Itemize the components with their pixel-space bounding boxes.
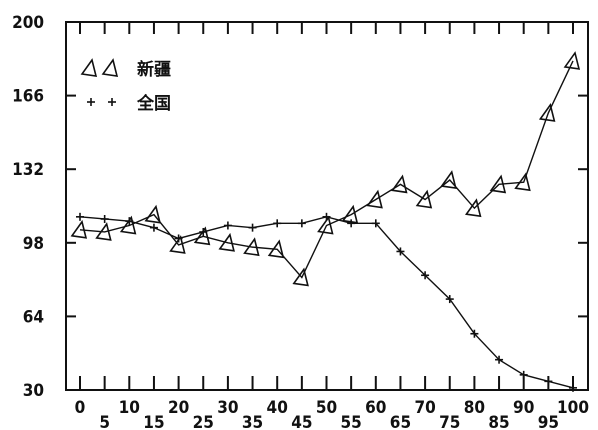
point-xinjiang-30 bbox=[218, 232, 235, 252]
y-tick-label-30: 30 bbox=[23, 381, 44, 401]
x-tick-label-70: 70 bbox=[414, 398, 435, 418]
x-tick-label-40: 40 bbox=[267, 398, 288, 418]
x-tick-label-25: 25 bbox=[193, 413, 214, 430]
point-national-45 bbox=[297, 219, 306, 228]
point-national-50 bbox=[322, 212, 331, 221]
legend-marker-xinjiang-1 bbox=[80, 58, 98, 77]
point-national-20 bbox=[174, 234, 183, 243]
x-tick-label-80: 80 bbox=[464, 398, 485, 418]
legend-label-national: 全国 bbox=[136, 93, 171, 114]
x-tick-label-85: 85 bbox=[488, 413, 509, 430]
x-tick-label-50: 50 bbox=[316, 398, 337, 418]
y-tick-label-132: 132 bbox=[12, 160, 44, 180]
x-tick-label-5: 5 bbox=[99, 413, 110, 430]
point-national-85 bbox=[495, 355, 504, 364]
point-national-55 bbox=[347, 219, 356, 228]
point-xinjiang-5 bbox=[95, 222, 112, 241]
point-national-15 bbox=[149, 223, 158, 232]
point-xinjiang-95 bbox=[538, 103, 556, 122]
x-tick-label-95: 95 bbox=[538, 413, 559, 430]
point-national-95 bbox=[544, 377, 553, 386]
point-national-65 bbox=[396, 247, 405, 256]
series-xinjiang bbox=[70, 51, 581, 287]
legend-entry-xinjiang: 新疆 bbox=[80, 58, 171, 80]
x-tick-label-10: 10 bbox=[119, 398, 140, 418]
point-xinjiang-50 bbox=[317, 215, 334, 235]
point-xinjiang-80 bbox=[464, 198, 482, 218]
point-national-80 bbox=[470, 329, 479, 338]
x-tick-label-20: 20 bbox=[168, 398, 189, 418]
point-national-35 bbox=[248, 223, 257, 232]
series-line-xinjiang bbox=[79, 60, 574, 279]
x-tick-label-45: 45 bbox=[291, 413, 312, 430]
legend: 新疆 全国 bbox=[80, 58, 171, 114]
x-tick-label-0: 0 bbox=[75, 398, 86, 418]
point-xinjiang-0 bbox=[70, 219, 88, 239]
x-tick-label-15: 15 bbox=[143, 413, 164, 430]
point-xinjiang-60 bbox=[366, 189, 383, 209]
y-tick-labels: 30 64 98 132 166 200 bbox=[12, 13, 44, 401]
y-tick-label-200: 200 bbox=[12, 13, 44, 33]
y-tick-label-166: 166 bbox=[12, 87, 44, 107]
point-national-40 bbox=[273, 219, 282, 228]
point-xinjiang-70 bbox=[415, 189, 433, 209]
series-national bbox=[76, 212, 577, 392]
point-national-90 bbox=[519, 370, 528, 379]
x-tick-label-60: 60 bbox=[365, 398, 386, 418]
point-xinjiang-45 bbox=[292, 267, 309, 287]
legend-marker-national-1 bbox=[87, 98, 95, 106]
point-xinjiang-35 bbox=[243, 237, 260, 257]
point-national-30 bbox=[223, 221, 232, 230]
point-national-60 bbox=[371, 219, 380, 228]
point-xinjiang-100 bbox=[563, 51, 581, 70]
y-tick-label-98: 98 bbox=[23, 234, 44, 254]
point-xinjiang-25 bbox=[193, 226, 211, 246]
point-xinjiang-75 bbox=[440, 170, 457, 189]
x-tick-labels: 05 10152025303540455055606570758085909510… bbox=[75, 398, 589, 430]
point-national-5 bbox=[100, 214, 109, 223]
point-xinjiang-10 bbox=[119, 215, 137, 235]
legend-entry-national: 全国 bbox=[87, 93, 171, 114]
point-national-0 bbox=[76, 212, 84, 221]
point-national-100 bbox=[569, 383, 577, 392]
legend-label-xinjiang: 新疆 bbox=[137, 59, 171, 80]
point-xinjiang-40 bbox=[267, 239, 285, 259]
series-layer bbox=[70, 51, 581, 392]
point-national-70 bbox=[421, 271, 430, 280]
x-tick-label-75: 75 bbox=[439, 413, 460, 430]
axis-ticks bbox=[66, 21, 588, 391]
legend-marker-national-2 bbox=[108, 98, 116, 106]
point-national-10 bbox=[125, 217, 134, 226]
point-xinjiang-20 bbox=[169, 235, 186, 254]
x-tick-label-55: 55 bbox=[341, 413, 362, 430]
x-tick-label-35: 35 bbox=[242, 413, 263, 430]
point-xinjiang-85 bbox=[489, 174, 507, 194]
point-xinjiang-55 bbox=[341, 204, 359, 224]
point-xinjiang-90 bbox=[514, 172, 531, 192]
point-national-25 bbox=[199, 227, 208, 236]
legend-marker-xinjiang-2 bbox=[101, 58, 119, 77]
y-tick-label-64: 64 bbox=[23, 307, 44, 327]
point-xinjiang-15 bbox=[144, 204, 162, 224]
point-national-75 bbox=[445, 295, 454, 304]
x-tick-label-65: 65 bbox=[390, 413, 411, 430]
x-tick-label-30: 30 bbox=[217, 398, 238, 418]
x-tick-label-100: 100 bbox=[557, 398, 589, 418]
x-tick-label-90: 90 bbox=[513, 398, 534, 418]
point-xinjiang-65 bbox=[391, 174, 408, 194]
